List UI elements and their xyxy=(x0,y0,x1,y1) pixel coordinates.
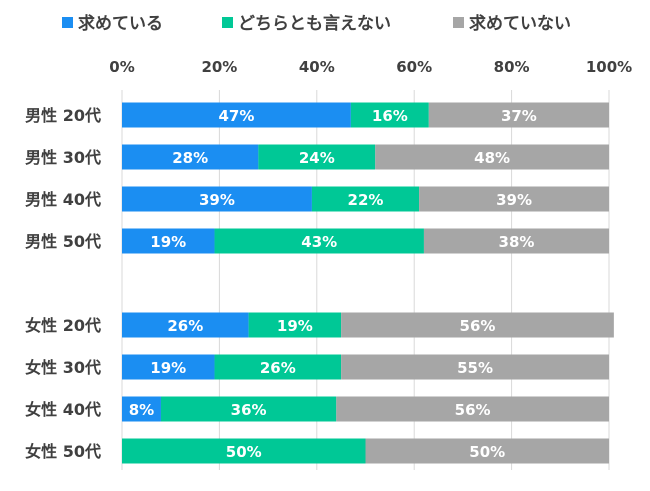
bar-segment xyxy=(122,354,215,380)
bar-segment xyxy=(375,144,609,170)
category-label: 男性 20代 xyxy=(25,106,101,125)
bar-segment xyxy=(423,228,609,254)
x-tick-label: 0% xyxy=(109,58,134,76)
bar-segment xyxy=(122,396,161,422)
x-tick-label: 80% xyxy=(494,58,530,76)
data-label: 50% xyxy=(226,443,262,461)
data-label: 19% xyxy=(150,233,186,251)
category-label: 男性 30代 xyxy=(25,148,101,167)
data-label: 28% xyxy=(172,149,208,167)
data-label: 50% xyxy=(469,443,505,461)
legend-label-0: 求めている xyxy=(78,13,163,34)
category-label: 女性 50代 xyxy=(25,442,101,461)
bar-segment xyxy=(122,144,259,170)
data-label: 19% xyxy=(277,317,313,335)
category-label: 男性 40代 xyxy=(25,190,101,209)
bar-segment xyxy=(122,186,312,212)
bar-segment xyxy=(160,396,337,422)
data-label: 38% xyxy=(499,233,535,251)
data-label: 26% xyxy=(167,317,203,335)
data-label: 8% xyxy=(129,401,154,419)
bar-segment xyxy=(122,102,351,128)
data-label: 16% xyxy=(372,107,408,125)
legend-swatch-1 xyxy=(222,17,233,28)
bar-segment xyxy=(258,144,376,170)
category-label: 女性 40代 xyxy=(25,400,101,419)
bar-segment xyxy=(341,312,614,338)
bar-segment xyxy=(350,102,429,128)
category-label: 女性 20代 xyxy=(25,316,101,335)
legend-label-2: 求めていない xyxy=(469,13,571,34)
legend: 求めている どちらとも言えない 求めていない xyxy=(62,13,571,34)
x-tick-label: 40% xyxy=(299,58,335,76)
data-labels: 47% 16% 37% 28% 24% 48% 39% 22% 39% 19% 43% 38% 26% 1… xyxy=(129,107,537,461)
bar-segment xyxy=(311,186,420,212)
legend-swatch-0 xyxy=(62,17,73,28)
x-axis-ticks: 0% 20% 40% 60% 80% 100% xyxy=(109,58,632,76)
x-tick-label: 60% xyxy=(396,58,432,76)
bar-segment xyxy=(419,186,609,212)
data-label: 48% xyxy=(474,149,510,167)
bar-segment xyxy=(122,228,215,254)
data-label: 24% xyxy=(299,149,335,167)
bar-segment xyxy=(341,354,609,380)
bars xyxy=(122,102,614,464)
bar-segment xyxy=(214,354,342,380)
bar-segment xyxy=(428,102,609,128)
legend-label-1: どちらとも言えない xyxy=(238,13,391,34)
bar-segment xyxy=(122,312,249,338)
data-label: 55% xyxy=(457,359,493,377)
bar-segment xyxy=(214,228,424,254)
x-tick-label: 100% xyxy=(586,58,632,76)
bar-segment xyxy=(336,396,609,422)
bar-segment xyxy=(122,438,366,464)
data-label: 43% xyxy=(301,233,337,251)
data-label: 39% xyxy=(199,191,235,209)
category-label: 女性 30代 xyxy=(25,358,101,377)
bar-segment xyxy=(248,312,342,338)
x-tick-label: 20% xyxy=(201,58,237,76)
data-label: 47% xyxy=(218,107,254,125)
data-label: 56% xyxy=(455,401,491,419)
category-label: 男性 50代 xyxy=(25,232,101,251)
data-label: 19% xyxy=(150,359,186,377)
data-label: 22% xyxy=(348,191,384,209)
data-label: 36% xyxy=(231,401,267,419)
data-label: 37% xyxy=(501,107,537,125)
legend-swatch-2 xyxy=(453,17,464,28)
data-label: 39% xyxy=(496,191,532,209)
bar-segment xyxy=(365,438,609,464)
data-label: 26% xyxy=(260,359,296,377)
data-label: 56% xyxy=(460,317,496,335)
